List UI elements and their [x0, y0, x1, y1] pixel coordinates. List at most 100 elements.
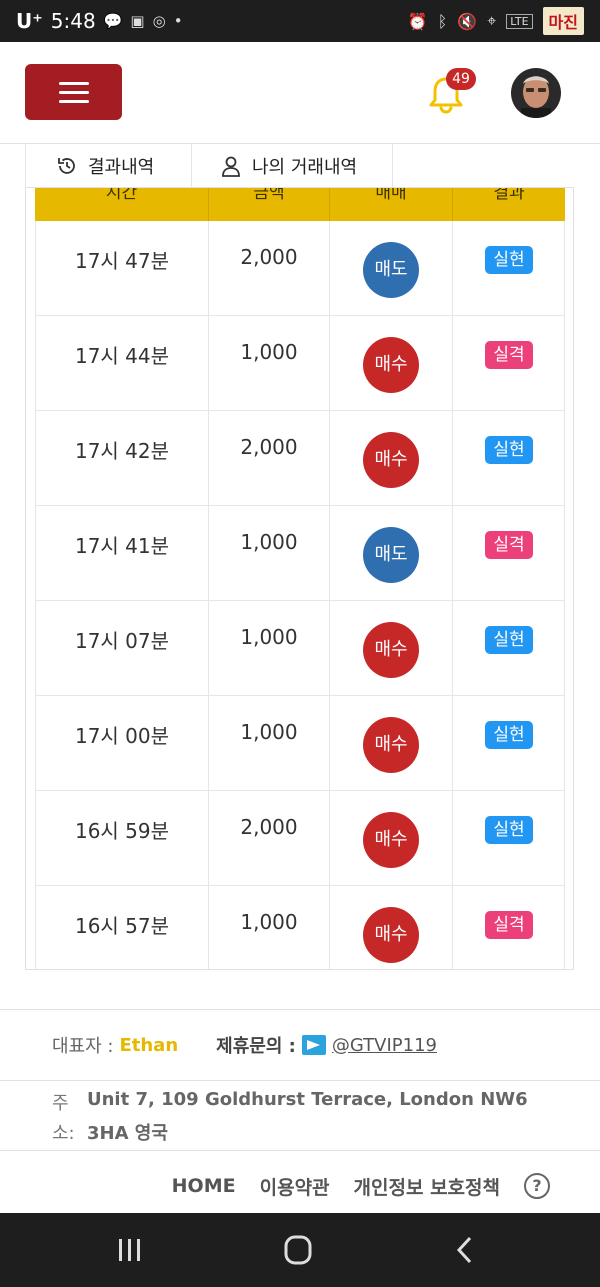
amount-value: 1,000: [240, 340, 298, 364]
amount-value: 1,000: [240, 910, 298, 934]
amount-cell: 1,000: [209, 316, 330, 411]
trade-badge: 매수: [363, 432, 419, 488]
talk-icon: 💬: [103, 12, 123, 30]
table-header: 시간 금액 매매 결과: [35, 188, 565, 221]
bluetooth-icon: ᛒ: [437, 11, 448, 31]
amount-cell: 1,000: [209, 696, 330, 791]
result-badge: 실현: [485, 816, 533, 844]
time-cell: 17시 41분: [35, 506, 209, 601]
amount-value: 1,000: [240, 720, 298, 744]
time-cell: 17시 07분: [35, 601, 209, 696]
mute-icon: 🔇: [457, 11, 478, 31]
ceo-name: Ethan: [119, 1034, 179, 1056]
trade-badge: 매수: [363, 337, 419, 393]
amount-value: 2,000: [240, 815, 298, 839]
time-cell: 17시 00분: [35, 696, 209, 791]
table-row: 17시 00분 1,000 매수 실현: [35, 696, 565, 791]
table-row: 16시 59분 2,000 매수 실현: [35, 791, 565, 886]
contact-link[interactable]: @GTVIP119: [331, 1034, 438, 1056]
help-icon[interactable]: ?: [524, 1173, 550, 1199]
result-cell: 실격: [453, 886, 565, 969]
carrier-label: U⁺: [16, 9, 43, 33]
trade-cell: 매수: [330, 886, 453, 969]
system-nav-bar: [0, 1213, 600, 1287]
hamburger-icon: [58, 81, 89, 85]
menu-button[interactable]: [25, 64, 122, 120]
amount-value: 2,000: [240, 245, 298, 269]
result-badge: 실격: [485, 531, 533, 559]
result-badge: 실현: [485, 246, 533, 274]
contact-label: 제휴문의 :: [216, 1036, 296, 1057]
tab-my-trades-label: 나의 거래내역: [252, 156, 358, 178]
result-cell: 실현: [453, 601, 565, 696]
user-icon: [222, 156, 240, 177]
table-row: 17시 47분 2,000 매도 실현: [35, 221, 565, 316]
column-header-trade: 매매: [330, 188, 453, 221]
result-cell: 실현: [453, 791, 565, 886]
app-icon: ▣: [130, 12, 145, 30]
time-value: 17시 00분: [74, 724, 170, 748]
result-badge: 실격: [485, 911, 533, 939]
trade-cell: 매수: [330, 316, 453, 411]
footer-divider: [0, 1150, 600, 1151]
table-row: 17시 07분 1,000 매수 실현: [35, 601, 565, 696]
footer-link-terms[interactable]: 이용약관: [259, 1176, 330, 1199]
back-icon[interactable]: [445, 1235, 485, 1265]
time-cell: 17시 42분: [35, 411, 209, 506]
footer-nav: HOME 이용약관 개인정보 보호정책 ?: [0, 1168, 600, 1204]
time-value: 17시 44분: [74, 344, 170, 368]
trade-table: 시간 금액 매매 결과 17시 47분 2,000 매도 실현 17시 44분 1,000…: [25, 187, 574, 970]
time-cell: 17시 44분: [35, 316, 209, 411]
time-value: 17시 47분: [74, 249, 170, 273]
trade-badge: 매수: [363, 622, 419, 678]
notification-badge: 49: [446, 68, 476, 90]
address-line-1: Unit 7, 109 Goldhurst Terrace, London NW…: [87, 1089, 528, 1110]
watermark-logo: 마진: [542, 7, 584, 35]
column-header-amount: 금액: [209, 188, 330, 221]
network-label: LTE: [506, 13, 533, 29]
result-cell: 실현: [453, 411, 565, 506]
result-badge: 실격: [485, 341, 533, 369]
result-badge: 실현: [485, 436, 533, 464]
clock: 5:48: [50, 9, 96, 33]
alarm-icon: ⏰: [407, 11, 428, 31]
recent-apps-icon[interactable]: [110, 1235, 150, 1265]
footer-divider: [0, 1009, 600, 1010]
table-row: 17시 44분 1,000 매수 실격: [35, 316, 565, 411]
result-cell: 실현: [453, 221, 565, 316]
time-value: 17시 42분: [74, 439, 170, 463]
time-cell: 17시 47분: [35, 221, 209, 316]
home-icon[interactable]: [278, 1235, 318, 1265]
address-label: 주: [52, 1093, 69, 1114]
amount-cell: 2,000: [209, 791, 330, 886]
tab-results[interactable]: 결과내역: [26, 144, 192, 187]
tab-my-trades[interactable]: 나의 거래내역: [192, 144, 393, 187]
amount-cell: 2,000: [209, 221, 330, 316]
result-cell: 실격: [453, 316, 565, 411]
column-header-time: 시간: [35, 188, 209, 221]
result-badge: 실현: [485, 626, 533, 654]
trade-badge: 매수: [363, 812, 419, 868]
status-bar: U⁺ 5:48 💬 ▣ ◎ • ⏰ ᛒ 🔇 ⌖ LTE 마진: [0, 0, 600, 42]
telegram-icon: [301, 1035, 326, 1055]
wireless-icon: ◎: [152, 12, 166, 30]
trade-badge: 매수: [363, 717, 419, 773]
ceo-label: 대표자 :: [52, 1036, 114, 1057]
amount-cell: 1,000: [209, 886, 330, 969]
dot-icon: •: [173, 12, 183, 30]
time-cell: 16시 57분: [35, 886, 209, 969]
result-badge: 실현: [485, 721, 533, 749]
avatar[interactable]: [511, 68, 561, 118]
footer-link-privacy[interactable]: 개인정보 보호정책: [353, 1176, 500, 1199]
trade-cell: 매수: [330, 791, 453, 886]
table-row: 17시 41분 1,000 매도 실격: [35, 506, 565, 601]
address-line-2: 3HA 영국: [87, 1123, 168, 1144]
footer-link-home[interactable]: HOME: [171, 1175, 236, 1197]
tab-bar: 결과내역 나의 거래내역: [25, 144, 574, 187]
address-label: 소:: [52, 1123, 75, 1144]
amount-cell: 1,000: [209, 601, 330, 696]
time-value: 17시 07분: [74, 629, 170, 653]
history-icon: [58, 157, 75, 174]
app-header: 49: [0, 42, 600, 144]
trade-badge: 매도: [363, 242, 419, 298]
